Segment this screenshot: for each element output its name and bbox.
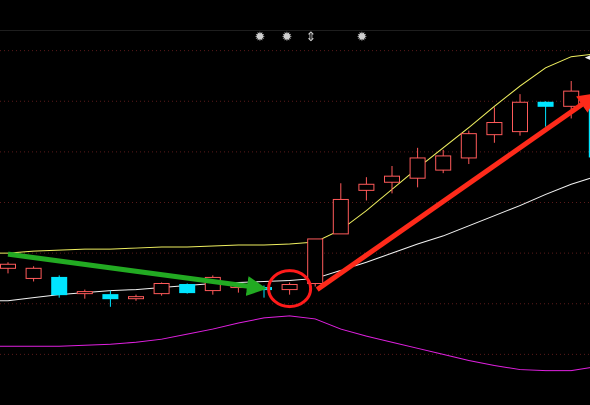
bull-candle-body — [128, 296, 144, 300]
red-arrow — [315, 93, 590, 292]
highlight-circle — [267, 269, 313, 309]
middle-band-line — [0, 173, 590, 302]
bull-candle-body — [512, 101, 528, 133]
indicator-layer — [0, 315, 590, 372]
gear-icon[interactable]: ✹ — [254, 30, 266, 45]
bull-candle-body — [384, 175, 400, 183]
bear-candle-body — [51, 276, 68, 296]
bear-candle-body — [179, 284, 196, 294]
green-arrow — [7, 251, 267, 297]
bull-candle-body — [486, 122, 503, 136]
bull-candle-body — [0, 263, 16, 269]
chart-toolbar — [0, 0, 590, 31]
gear-icon[interactable]: ✹ — [281, 30, 293, 45]
candle-layer — [0, 81, 590, 307]
grid — [0, 50, 590, 355]
bear-candle-body — [102, 294, 119, 300]
bull-candle-body — [76, 291, 93, 295]
bull-candle-body — [435, 155, 452, 171]
bull-candle-body — [358, 183, 375, 191]
bull-candle-body — [460, 133, 477, 159]
bull-candle-body — [409, 157, 426, 179]
indicator-line — [0, 315, 590, 372]
annotation-layer — [7, 55, 590, 309]
bull-candle-body — [153, 283, 170, 295]
vertical-arrows-icon[interactable]: ⇕ — [305, 30, 317, 45]
gear-icon[interactable]: ✹ — [356, 30, 368, 45]
bull-candle-body — [563, 90, 580, 107]
bull-candle-body — [281, 284, 298, 291]
bull-candle-body — [307, 238, 324, 284]
white-arrowhead — [584, 55, 590, 60]
bull-candle-body — [332, 198, 349, 235]
bull-candle-body — [25, 267, 42, 279]
upper-band-line — [0, 53, 590, 254]
bear-candle-body — [537, 101, 554, 107]
